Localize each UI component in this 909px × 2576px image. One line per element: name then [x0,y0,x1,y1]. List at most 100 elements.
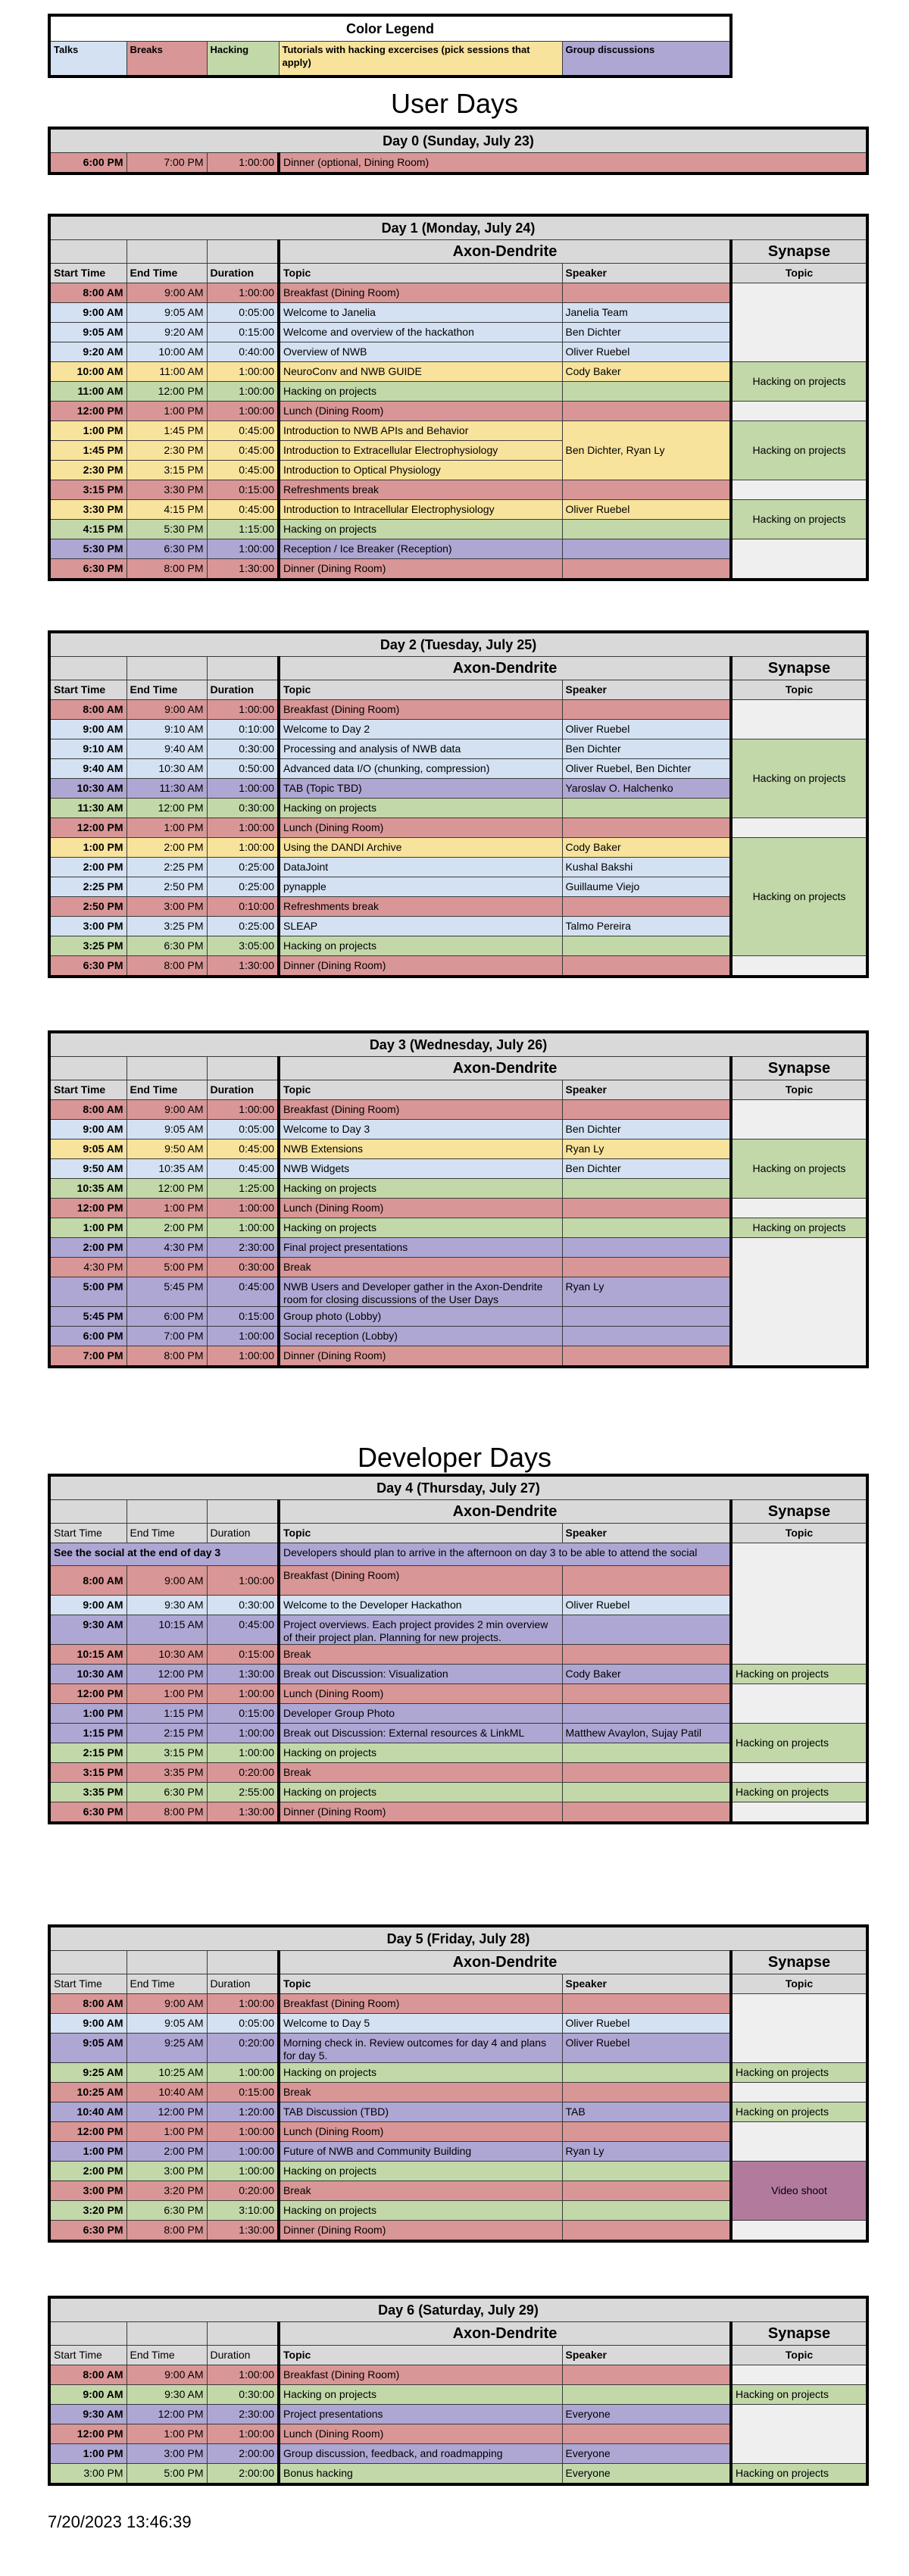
schedule-row: See the social at the end of day 3 Develo… [48,1543,868,1665]
end-time: 3:35 PM [126,1762,208,1783]
schedule-note: See the social at the end of day 3 [48,1543,280,1566]
topic: Hacking on projects [277,936,563,956]
duration: 0:30:00 [206,1257,280,1277]
start-time: 12:00 PM [48,401,127,421]
speaker: Everyone [561,2404,732,2424]
speaker: Janelia Team [561,302,732,323]
topic: Group discussion, feedback, and roadmapp… [277,2443,563,2464]
synapse-empty [729,2365,868,2385]
topic: pynapple [277,877,563,897]
duration: 1:00:00 [206,2121,280,2142]
start-time: 6:00 PM [48,1326,127,1346]
duration: 1:30:00 [206,955,280,977]
column-header-speaker: Speaker [561,1080,732,1100]
schedule-row: 9:05 AM 9:20 AM 0:15:00 Welcome and overvie… [48,322,868,342]
speaker [561,2161,732,2181]
end-time: 9:00 AM [126,1099,208,1120]
duration: 0:25:00 [206,857,280,877]
start-time: 12:00 PM [48,1683,127,1704]
end-time: 12:00 PM [126,2102,208,2122]
topic: Bonus hacking [277,2463,563,2485]
start-time: 10:35 AM [48,1178,127,1199]
duration: 0:15:00 [206,480,280,500]
start-time: 9:30 AM [48,2404,127,2424]
start-time: 11:00 AM [48,381,127,402]
topic: Welcome to Janelia [277,302,563,323]
synapse-empty [729,955,868,977]
duration: 1:00:00 [206,699,280,720]
end-time: 8:00 PM [126,1346,208,1368]
speaker: Ben Dichter [561,1119,732,1140]
topic: Hacking on projects [277,1743,563,1763]
start-time: 12:00 PM [48,2424,127,2444]
duration: 1:00:00 [206,2141,280,2162]
schedule-row: 8:00 AM 9:00 AM 1:00:00 Breakfast (Dining R… [48,699,868,739]
end-time: 1:00 PM [126,401,208,421]
end-time: 2:00 PM [126,2141,208,2162]
duration: 0:45:00 [206,1615,280,1645]
duration: 1:00:00 [206,381,280,402]
schedule-row: 10:25 AM 10:40 AM 0:15:00 Break [48,2082,868,2102]
end-time: 9:30 AM [126,1595,208,1615]
topic: Hacking on projects [277,381,563,402]
schedule-row: 1:00 PM 2:00 PM 1:00:00 Hacking on projects… [48,1218,868,1238]
speaker: Oliver Ruebel [561,1595,732,1615]
topic: TAB Discussion (TBD) [277,2102,563,2122]
speaker: Matthew Avaylon, Sujay Patil [561,1723,732,1743]
schedule-row: 3:00 PM 5:00 PM 2:00:00 Bonus hacking Everyo… [48,2463,868,2485]
end-time: 9:00 AM [126,2365,208,2385]
end-time: 2:25 PM [126,857,208,877]
start-time: 9:30 AM [48,1615,127,1645]
start-time: 5:30 PM [48,539,127,559]
speaker [561,519,732,539]
speaker [561,1644,732,1665]
end-time: 6:30 PM [126,1782,208,1802]
speaker: Everyone [561,2443,732,2464]
column-header-start-time: Start Time [48,1523,127,1543]
duration: 1:00:00 [206,2161,280,2181]
end-time: 9:50 AM [126,1139,208,1159]
column-header-duration: Duration [206,263,280,283]
blank-header [48,1056,127,1080]
topic: Future of NWB and Community Building [277,2141,563,2162]
topic: NeuroConv and NWB GUIDE [277,361,563,382]
speaker [561,2384,732,2405]
speaker: Oliver Ruebel, Ben Dichter [561,758,732,779]
speaker [561,936,732,956]
duration: 0:30:00 [206,1595,280,1615]
end-time: 1:45 PM [126,420,208,441]
end-time: 6:30 PM [126,2200,208,2221]
topic: TAB (Topic TBD) [277,778,563,799]
topic: Welcome to the Developer Hackathon [277,1595,563,1615]
legend-breaks: Breaks [126,41,208,77]
duration: 0:15:00 [206,1703,280,1724]
synapse-session: Hacking on projects [729,499,868,539]
room-header-synapse: Synapse [729,1499,868,1524]
day0-table: Day 0 (Sunday, July 23) 6:00 PM 7:00 PM … [48,127,869,175]
start-time: 9:00 AM [48,2384,127,2405]
synapse-empty [729,818,868,838]
duration: 1:00:00 [206,152,280,174]
speaker [561,1565,732,1596]
speaker [561,2220,732,2242]
topic: Hacking on projects [277,519,563,539]
topic: Reception / Ice Breaker (Reception) [277,539,563,559]
end-time: 1:00 PM [126,1198,208,1218]
speaker [561,699,732,720]
start-time: 5:00 PM [48,1277,127,1307]
synapse-empty [729,1683,868,1724]
speaker [561,818,732,838]
column-header-speaker: Speaker [561,1523,732,1543]
synapse-empty [729,1762,868,1783]
schedule-row: 12:00 PM 1:00 PM 1:00:00 Lunch (Dining Room… [48,401,868,421]
blank-header [126,1499,208,1524]
topic: Hacking on projects [277,1782,563,1802]
topic: Breakfast (Dining Room) [277,1993,563,2014]
start-time: 6:30 PM [48,558,127,580]
speaker: Ryan Ly [561,1277,732,1307]
topic: Advanced data I/O (chunking, compression… [277,758,563,779]
duration: 1:30:00 [206,2220,280,2242]
start-time: 3:30 PM [48,499,127,520]
start-time: 9:00 AM [48,719,127,739]
start-time: 1:00 PM [48,837,127,858]
